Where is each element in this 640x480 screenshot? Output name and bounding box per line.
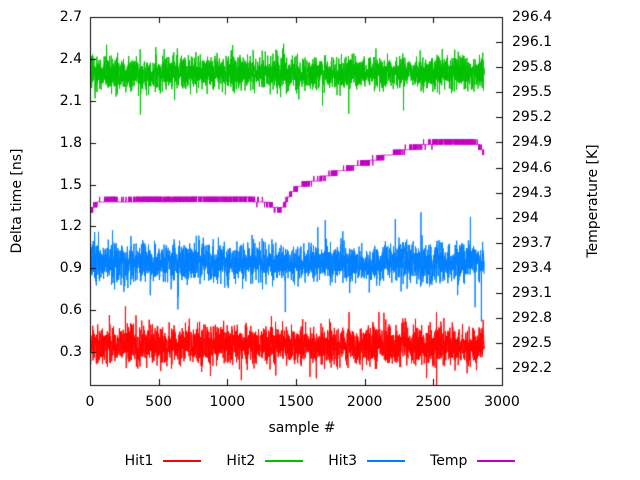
y-left-tick-label: 2.4 <box>59 50 82 67</box>
legend-label: Hit1 <box>124 453 154 469</box>
legend: Hit1 Hit2 Hit3 Temp <box>0 451 640 471</box>
x-tick-label: 2000 <box>346 394 383 410</box>
x-tick-label: 2500 <box>415 394 452 410</box>
y-right-tick-label: 294 <box>512 209 539 226</box>
y-right-tick-label: 295.5 <box>512 84 553 101</box>
y-right-tick-label: 292.5 <box>512 335 553 352</box>
y-left-tick-label: 2.7 <box>59 9 82 25</box>
y-left-tick-label: 1.8 <box>59 134 82 151</box>
y-right-tick-label: 296.4 <box>512 9 553 25</box>
x-tick-label: 500 <box>145 394 173 410</box>
y-right-tick-label: 293.7 <box>512 234 553 251</box>
x-tick-label: 3000 <box>484 394 520 410</box>
y-right-tick-label: 295.8 <box>512 59 553 76</box>
y-left-tick-label: 1.5 <box>59 176 82 193</box>
x-tick-label: 1000 <box>209 394 246 410</box>
x-tick-label: 0 <box>85 394 95 410</box>
legend-line-sample <box>163 460 202 462</box>
y-left-tick-label: 2.1 <box>59 92 82 109</box>
y-right-tick-label: 295.2 <box>512 109 553 126</box>
legend-line-sample <box>265 460 304 462</box>
y-right-tick-label: 293.4 <box>512 259 553 276</box>
y-left-tick-label: 0.6 <box>59 302 82 319</box>
y-right-tick-label: 294.6 <box>512 159 553 176</box>
legend-label: Temp <box>430 453 468 469</box>
y-right-tick-label: 296.1 <box>512 34 553 51</box>
legend-item-hit1: Hit1 <box>125 453 202 469</box>
legend-item-temp: Temp <box>430 453 516 469</box>
y-right-tick-label: 292.8 <box>512 310 553 327</box>
y-axis-label-left: Delta time [ns] <box>9 148 25 254</box>
y-left-tick-label: 0.9 <box>59 260 82 277</box>
legend-label: Hit3 <box>328 453 358 469</box>
y-left-tick-label: 0.3 <box>59 344 82 361</box>
legend-line-sample <box>367 460 406 462</box>
y-right-tick-label: 293.1 <box>512 285 553 301</box>
x-axis-label: sample # <box>268 420 336 436</box>
legend-item-hit3: Hit3 <box>328 453 406 469</box>
y-right-tick-label: 292.2 <box>512 360 553 377</box>
y-right-tick-label: 294.3 <box>512 184 553 201</box>
y-right-tick-label: 294.9 <box>512 134 553 151</box>
y-left-tick-label: 1.2 <box>59 218 82 235</box>
legend-item-hit2: Hit2 <box>226 453 304 469</box>
y-axis-label-right: Temperature [K] <box>585 144 601 258</box>
x-tick-label: 1500 <box>278 394 314 410</box>
legend-label: Hit2 <box>226 453 256 469</box>
legend-line-sample <box>477 460 516 462</box>
